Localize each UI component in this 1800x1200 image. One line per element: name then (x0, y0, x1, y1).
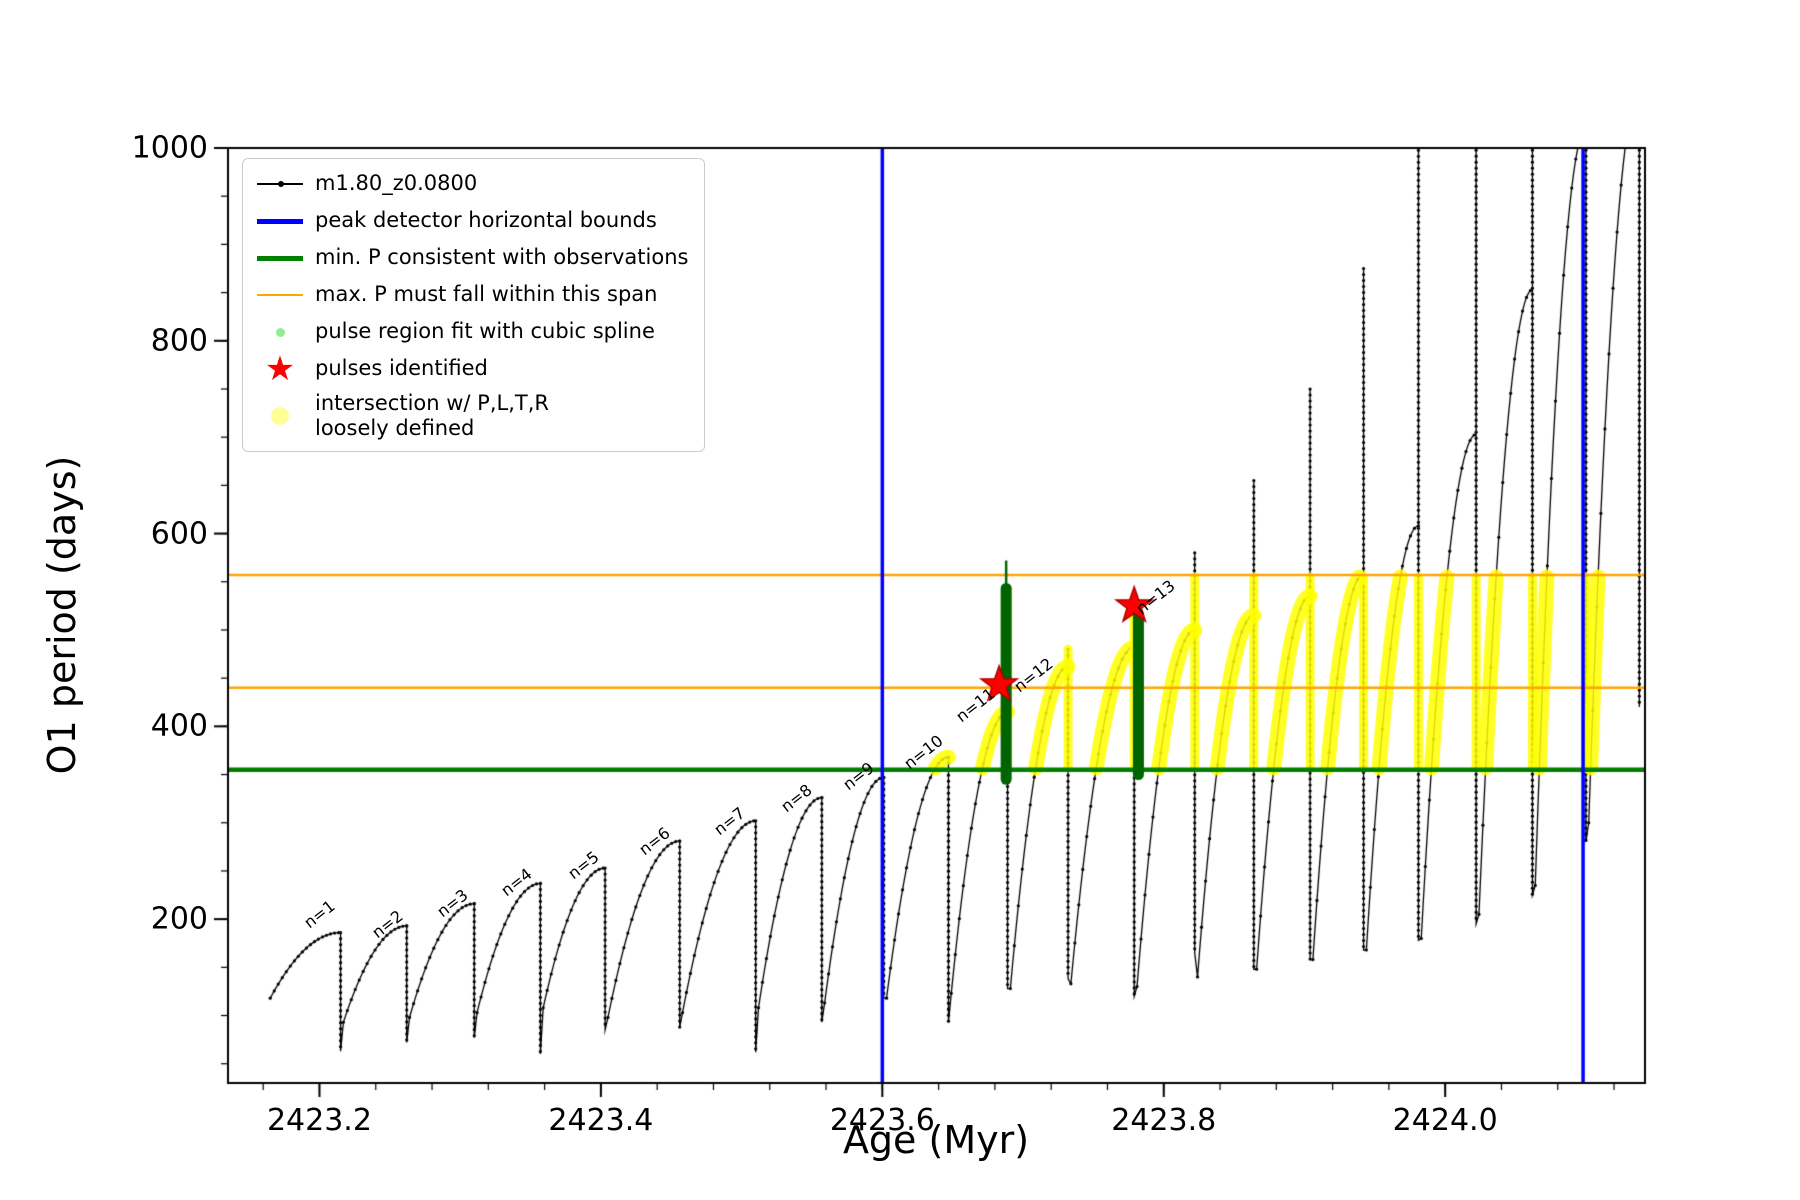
pulse-annotation-n8: n=8 (777, 780, 817, 816)
thick-line-marker-icon (255, 218, 305, 224)
legend-item-label: m1.80_z0.0800 (315, 171, 478, 196)
pulse-annotation-n7: n=7 (710, 803, 749, 840)
star-marker-icon: ★ (264, 349, 296, 389)
legend-item: max. P must fall within this span (255, 280, 688, 310)
y-tick-label: 200 (150, 901, 208, 937)
pulse-annotation-n10: n=10 (900, 730, 947, 773)
series-line-marker-icon (255, 181, 305, 187)
legend-item-label: max. P must fall within this span (315, 282, 658, 307)
pulse-annotation-n9: n=9 (839, 758, 878, 794)
thin-line-marker-icon (255, 293, 305, 297)
pulse-annotation-n2: n=2 (368, 906, 407, 943)
y-tick-label: 400 (150, 708, 208, 744)
legend-item: intersection w/ P,L,T,R loosely defined (255, 391, 688, 441)
pulse-annotation-n12: n=12 (1009, 653, 1057, 696)
legend-item: pulse region fit with cubic spline (255, 317, 688, 347)
pulse-annotation-n3: n=3 (432, 885, 472, 922)
x-tick-label: 2424.0 (1392, 1103, 1498, 1138)
thick-line-marker-icon (255, 255, 305, 261)
x-tick-label: 2423.8 (1111, 1103, 1217, 1138)
dot-marker-icon (255, 327, 305, 337)
pulse-annotation-n4: n=4 (497, 864, 537, 900)
y-tick-label: 1000 (131, 130, 208, 166)
legend-item: min. P consistent with observations (255, 243, 688, 273)
pulse-annotation-n11: n=11 (952, 684, 999, 727)
legend-item-label: peak detector horizontal bounds (315, 208, 657, 233)
y-axis-label: O1 period (days) (40, 455, 84, 775)
y-tick-label: 600 (150, 516, 208, 552)
x-axis-label: Age (Myr) (842, 1118, 1030, 1162)
blob-marker-icon (255, 407, 305, 426)
pulse-annotation-n6: n=6 (635, 823, 674, 860)
legend-item-label: pulse region fit with cubic spline (315, 319, 655, 344)
x-tick-label: 2423.4 (548, 1103, 654, 1138)
legend-item-label: pulses identified (315, 356, 488, 381)
legend-item: peak detector horizontal bounds (255, 206, 688, 236)
legend-item-label: intersection w/ P,L,T,R loosely defined (315, 391, 549, 441)
legend-item: m1.80_z0.0800 (255, 169, 688, 199)
legend-item: ★ pulses identified (255, 349, 688, 389)
x-tick-label: 2423.2 (266, 1103, 372, 1138)
y-tick-label: 800 (150, 323, 208, 359)
pulse-annotation-n13: n=13 (1132, 576, 1179, 619)
pulse-annotation-n5: n=5 (563, 846, 603, 883)
legend-item-label: min. P consistent with observations (315, 245, 689, 270)
pulse-annotation-n1: n=1 (300, 895, 340, 932)
x-tick-label: 2423.6 (829, 1103, 935, 1138)
